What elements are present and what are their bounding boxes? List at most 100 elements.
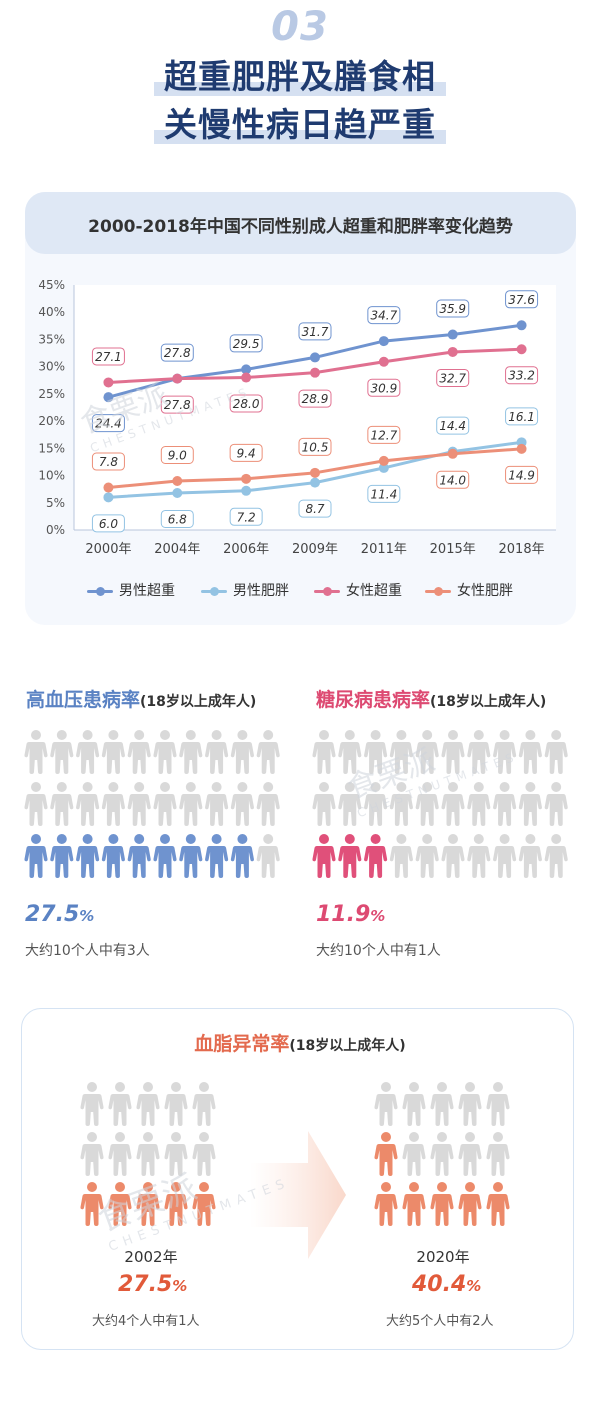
person-icon (312, 730, 336, 774)
person-icon (518, 730, 542, 774)
diabetes-note: 大约10个人中有1人 (316, 943, 441, 959)
hypertension-rate-suffix: % (79, 907, 95, 925)
data-point (378, 462, 389, 473)
lipid-heading: 血脂异常率(18岁以上成年人) (0, 1029, 600, 1056)
person-icon (374, 1082, 398, 1126)
data-label: 37.6 (508, 293, 535, 307)
data-label-box (367, 378, 401, 397)
person-icon (441, 730, 465, 774)
person-icon (544, 834, 568, 878)
person-icon (101, 730, 125, 774)
data-label: 14.4 (439, 419, 466, 433)
person-icon (164, 1182, 188, 1226)
data-label-box (505, 407, 539, 426)
data-point (378, 455, 389, 466)
page-title-line1-text: 超重肥胖及膳食相 (154, 50, 446, 98)
data-point (447, 448, 458, 459)
data-label-box (367, 484, 401, 503)
lipid-2002-rate-suffix: % (172, 1277, 188, 1295)
person-icon (153, 834, 177, 878)
lipid-2020-rate-value: 40.4 (412, 1272, 467, 1297)
person-icon (136, 1082, 160, 1126)
person-icon (76, 834, 100, 878)
diabetes-rate: 11.9% (316, 902, 385, 927)
data-label: 7.2 (237, 510, 256, 524)
person-icon (164, 1132, 188, 1176)
person-icon (458, 1082, 482, 1126)
person-icon (467, 782, 491, 826)
data-point (310, 352, 320, 363)
x-tick-label: 2006年 (223, 542, 269, 557)
x-tick-label: 2015年 (430, 542, 476, 557)
person-icon (415, 730, 439, 774)
data-label: 6.8 (168, 512, 187, 526)
person-icon (256, 730, 280, 774)
person-icon (80, 1082, 104, 1126)
data-label: 35.9 (439, 302, 466, 316)
person-icon (101, 834, 125, 878)
lipid-2020-rate: 40.4% (412, 1272, 481, 1297)
diabetes-rate-value: 11.9 (316, 902, 371, 927)
data-point (103, 392, 114, 403)
person-icon (430, 1182, 454, 1226)
data-point (172, 476, 183, 486)
data-label-box (436, 299, 470, 318)
person-icon (108, 1182, 132, 1226)
legend-label: 男性肥胖 (233, 583, 289, 599)
hypertension-title: 高血压患病率 (26, 689, 141, 711)
data-label-box (436, 368, 470, 387)
person-icon (230, 782, 254, 826)
person-icon (518, 782, 542, 826)
data-point (378, 336, 389, 347)
person-icon (256, 834, 280, 878)
person-icon (374, 1132, 398, 1176)
x-tick-label: 2009年 (292, 542, 338, 557)
legend-marker (210, 587, 219, 596)
person-icon (338, 730, 362, 774)
y-tick-label: 5% (46, 496, 65, 510)
lipid-2002-rate: 27.5% (118, 1272, 187, 1297)
person-icon (402, 1082, 426, 1126)
legend-marker (323, 587, 332, 596)
person-icon (389, 782, 413, 826)
person-icon (76, 782, 100, 826)
y-tick-label: 20% (38, 414, 65, 428)
data-label: 12.7 (370, 428, 397, 442)
person-icon (441, 782, 465, 826)
person-icon (493, 730, 517, 774)
data-label-box (505, 465, 539, 484)
page-title-line1: 超重肥胖及膳食相 (0, 50, 600, 98)
data-label: 6.0 (99, 517, 118, 531)
legend-label: 女性肥胖 (457, 583, 513, 599)
person-icon (493, 834, 517, 878)
person-icon (136, 1132, 160, 1176)
person-icon (24, 834, 48, 878)
person-icon (101, 782, 125, 826)
lipid-card (21, 1008, 574, 1350)
data-label-box (505, 290, 539, 309)
person-icon (430, 1132, 454, 1176)
diabetes-rate-suffix: % (370, 907, 386, 925)
data-point (241, 485, 252, 496)
data-label-box (505, 366, 539, 385)
y-tick-label: 15% (38, 441, 65, 455)
data-point (103, 377, 114, 388)
data-point (241, 364, 252, 375)
data-point (241, 473, 252, 484)
data-label: 29.5 (233, 337, 260, 351)
person-icon (389, 730, 413, 774)
person-icon (24, 782, 48, 826)
data-point (516, 344, 527, 355)
page-title-line2: 关慢性病日趋严重 (0, 98, 600, 146)
person-icon (50, 730, 74, 774)
person-icon (50, 834, 74, 878)
person-icon (230, 730, 254, 774)
data-label: 30.9 (370, 381, 397, 395)
person-icon (364, 834, 388, 878)
data-label-box (229, 394, 263, 413)
hypertension-subtitle: (18岁以上成年人) (140, 694, 257, 710)
data-point (447, 329, 458, 340)
person-icon (364, 730, 388, 774)
lipid-year-2020: 2020年 (416, 1248, 470, 1266)
person-icon (430, 1082, 454, 1126)
